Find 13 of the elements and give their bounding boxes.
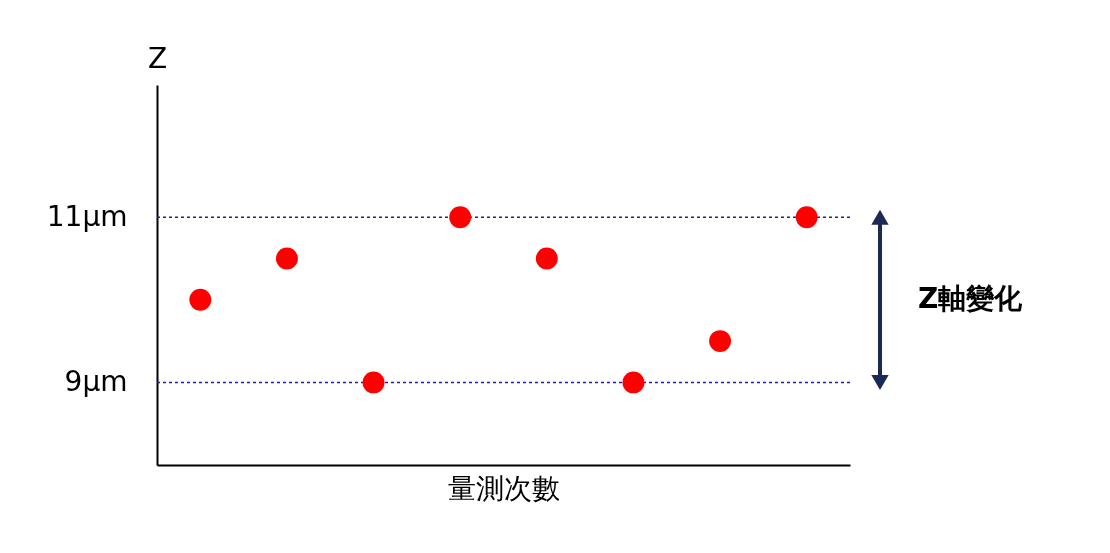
x-axis-title: 量測次數 [448,471,560,505]
text: Z軸變化 [918,281,1024,315]
point [449,206,472,229]
point [189,288,212,311]
point [275,247,298,270]
point [622,371,645,394]
y-tick-label: 9μm [64,364,128,398]
y-tick-label: 11μm [46,199,128,233]
point [362,371,385,394]
point [709,330,732,353]
point [795,206,818,229]
point [535,247,558,270]
y-axis-title: Z [147,41,168,75]
